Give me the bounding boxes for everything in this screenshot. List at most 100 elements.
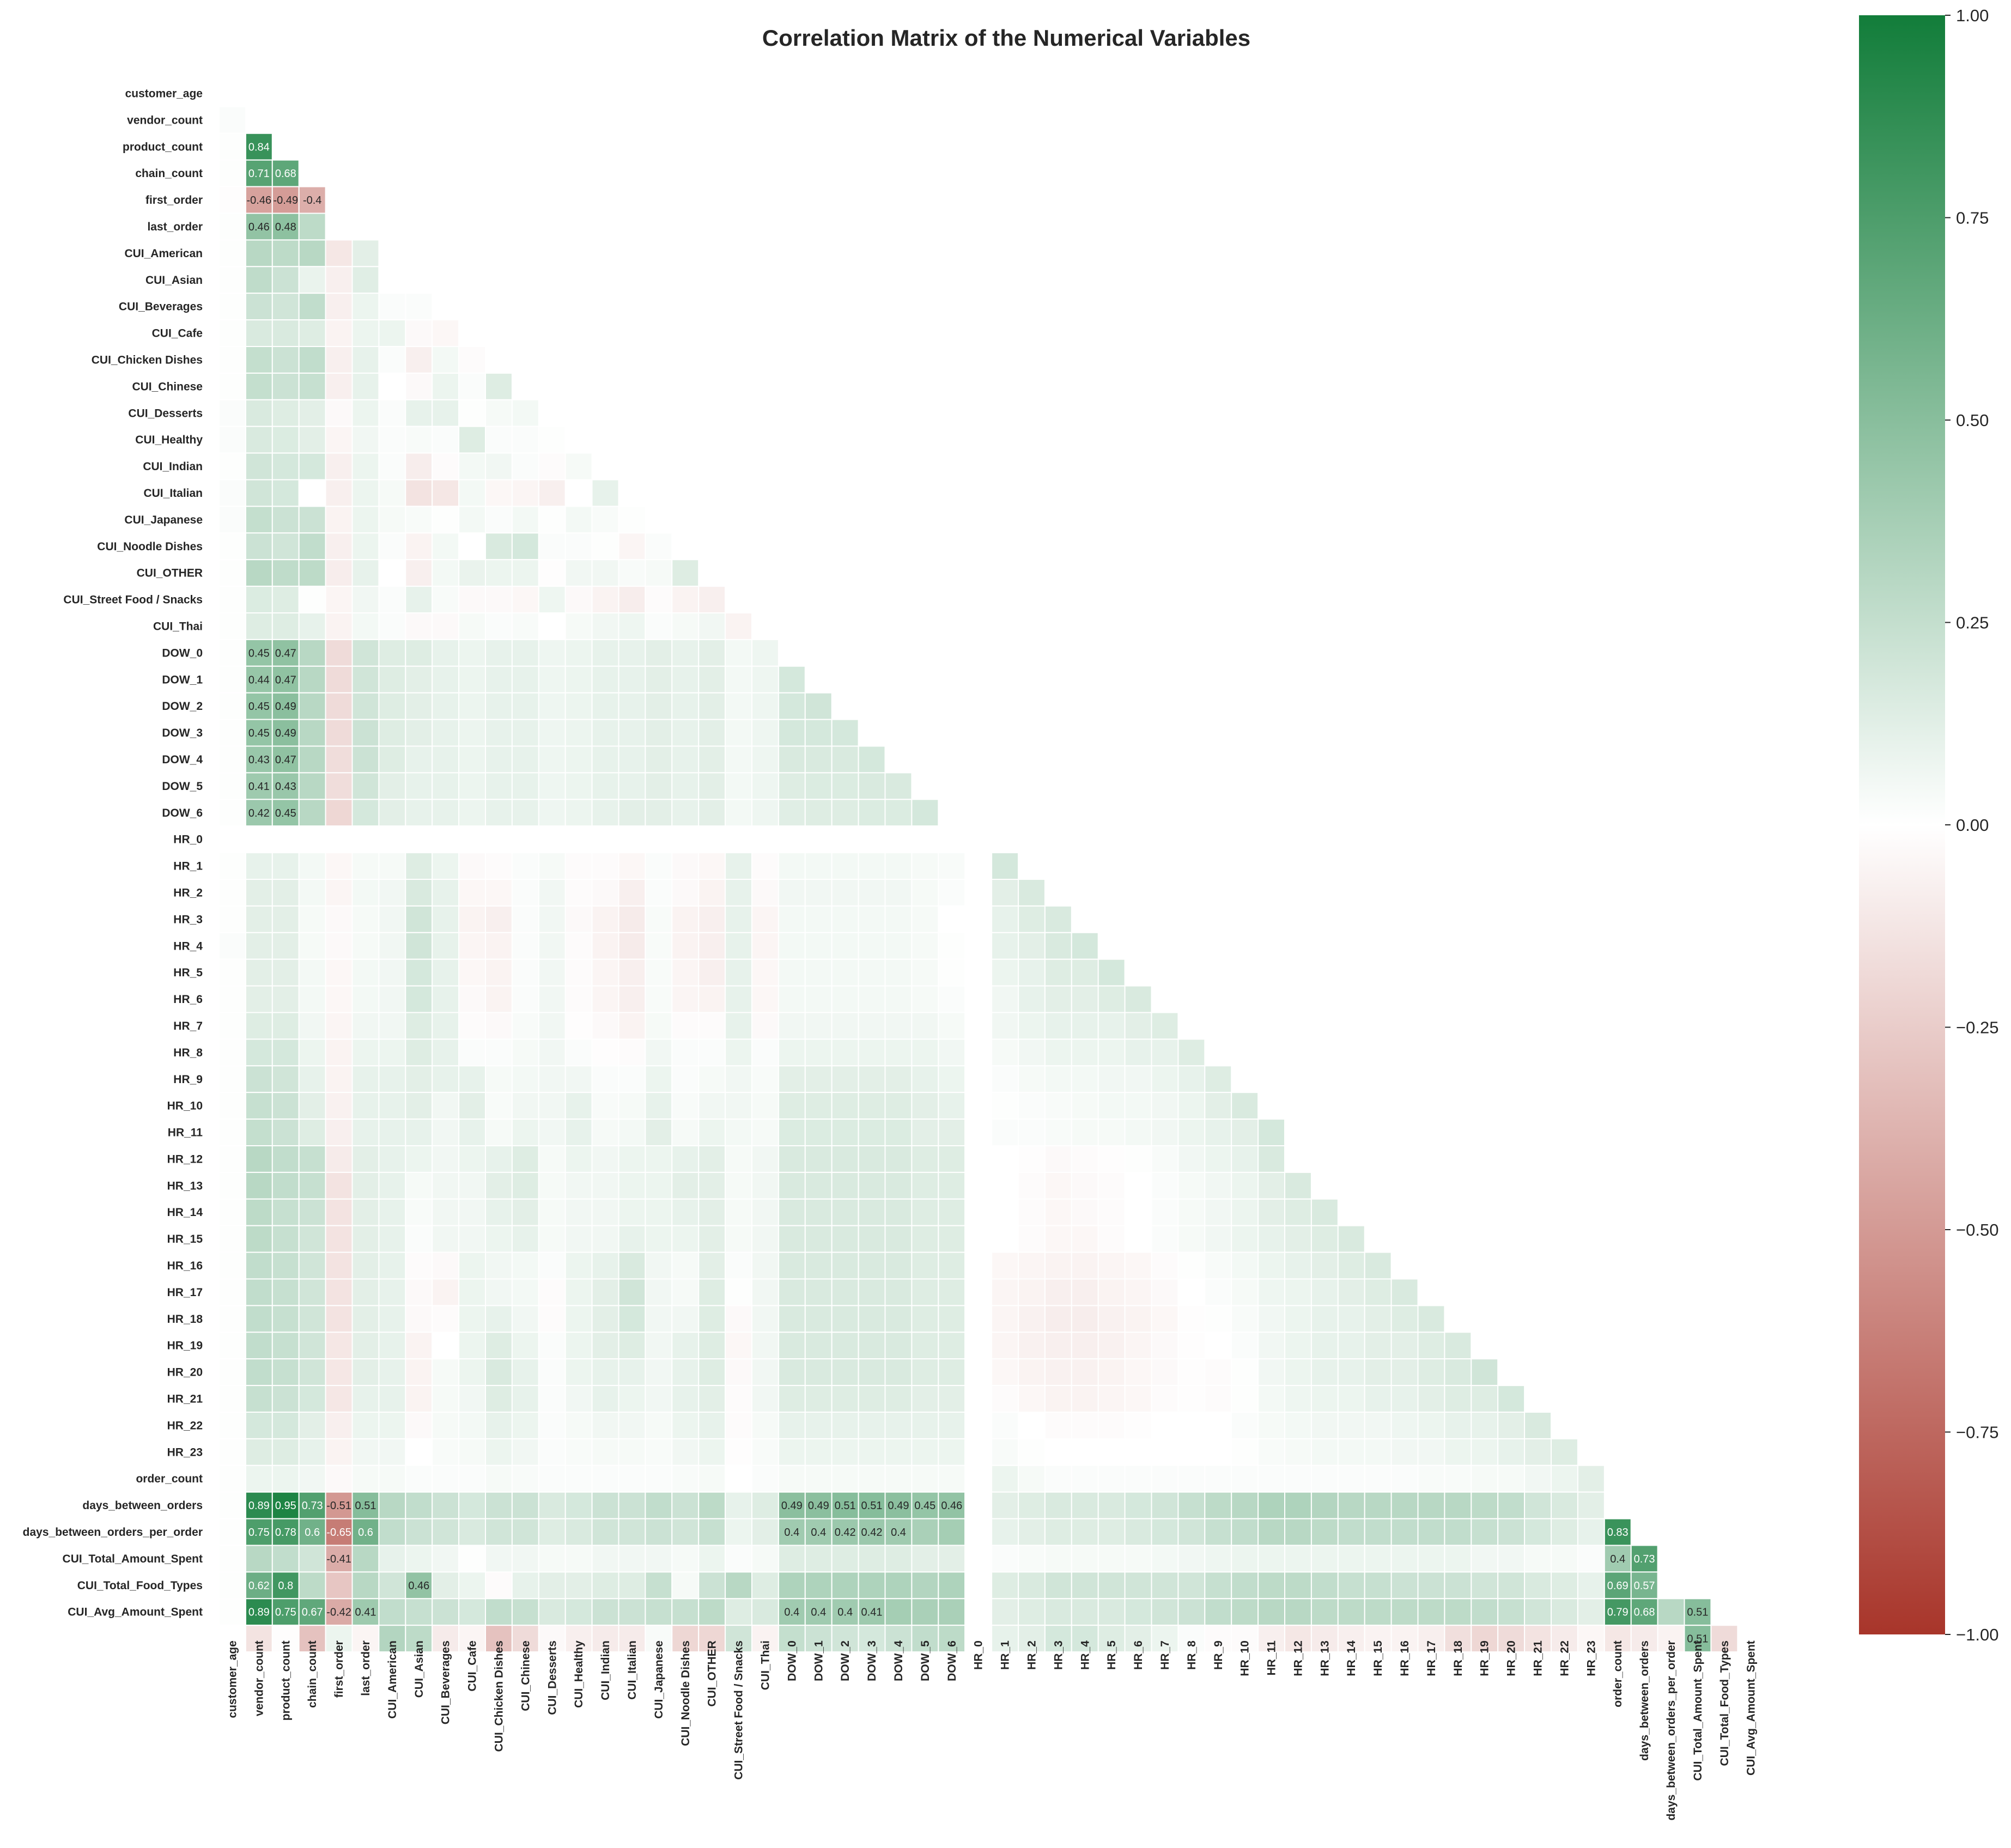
heatmap-cell-CUI_Avg_Amount_Spent-DOW_6 bbox=[938, 1598, 966, 1626]
heatmap-cell-HR_19-HR_15 bbox=[1364, 1332, 1392, 1360]
heatmap-cell-HR_23-HR_5 bbox=[1097, 1438, 1126, 1466]
heatmap-cell-HR_17-CUI_American bbox=[378, 1278, 406, 1306]
heatmap-cell-HR_7-HR_4 bbox=[1071, 1012, 1099, 1040]
heatmap-cell-order_count-HR_1 bbox=[991, 1464, 1019, 1493]
heatmap-cell-HR_20-last_order bbox=[351, 1358, 380, 1387]
cell-value-label: 0.68 bbox=[1634, 1607, 1655, 1619]
heatmap-cell-CUI_Noodle Dishes-CUI_Cafe bbox=[458, 532, 486, 561]
heatmap-cell-DOW_4-DOW_2 bbox=[831, 745, 859, 774]
heatmap-cell-HR_18-CUI_Chicken Dishes bbox=[485, 1305, 513, 1333]
row-label: HR_20 bbox=[167, 1366, 203, 1379]
heatmap-cell-HR_10-CUI_Chicken Dishes bbox=[485, 1092, 513, 1120]
column-label: HR_20 bbox=[1505, 1640, 1518, 1676]
heatmap-cell-HR_23-CUI_Japanese bbox=[645, 1438, 673, 1466]
heatmap-cell-HR_9-CUI_Asian bbox=[405, 1065, 433, 1093]
heatmap-cell-HR_13-HR_9 bbox=[1204, 1171, 1232, 1200]
heatmap-cell-HR_14-CUI_Beverages bbox=[432, 1198, 460, 1226]
heatmap-cell-CUI_Total_Amount_Spent-HR_20 bbox=[1497, 1545, 1526, 1573]
heatmap-cell-HR_8-chain_count bbox=[298, 1038, 326, 1067]
heatmap-cell-HR_22-HR_10 bbox=[1231, 1412, 1259, 1439]
row-label: CUI_Healthy bbox=[135, 434, 203, 446]
heatmap-cell-HR_13-CUI_American bbox=[378, 1171, 406, 1200]
heatmap-cell-HR_7-CUI_Healthy bbox=[564, 1012, 593, 1040]
heatmap-cell-HR_4-vendor_count bbox=[245, 932, 273, 960]
cell-value-label: -0.4 bbox=[303, 194, 321, 206]
cell-value-label: 0.49 bbox=[888, 1500, 909, 1512]
heatmap-cell-HR_20-HR_7 bbox=[1151, 1358, 1179, 1387]
heatmap-cell-days_between_orders-CUI_Asian bbox=[405, 1491, 433, 1519]
heatmap-cell-CUI_Cafe-CUI_Beverages bbox=[432, 319, 460, 347]
column-label: order_count bbox=[1612, 1640, 1624, 1707]
heatmap-cell-HR_0-CUI_Beverages bbox=[432, 825, 460, 854]
heatmap-cell-CUI_Indian-CUI_Asian bbox=[405, 452, 433, 481]
heatmap-cell-days_between_orders-CUI_Street Food / Snacks bbox=[725, 1491, 752, 1519]
heatmap-cell-HR_4-CUI_Chicken Dishes bbox=[485, 932, 513, 960]
heatmap-cell-HR_17-CUI_Healthy bbox=[564, 1278, 593, 1306]
heatmap-cell-DOW_5-CUI_Noodle Dishes bbox=[671, 772, 700, 800]
row-label: CUI_Street Food / Snacks bbox=[63, 594, 203, 606]
heatmap-cell-order_count-HR_5 bbox=[1097, 1464, 1126, 1493]
heatmap-cell-DOW_2-DOW_0 bbox=[777, 692, 806, 720]
heatmap-cell-HR_5-CUI_Indian bbox=[591, 958, 619, 987]
heatmap-cell-HR_23-HR_14 bbox=[1337, 1438, 1365, 1466]
column-label: CUI_Japanese bbox=[653, 1640, 665, 1719]
heatmap-cell-HR_21-CUI_Italian bbox=[618, 1385, 646, 1413]
heatmap-cell-HR_11-DOW_2 bbox=[831, 1118, 859, 1147]
heatmap-cell-CUI_Total_Amount_Spent-HR_10 bbox=[1231, 1545, 1259, 1573]
heatmap-cell-CUI_Total_Amount_Spent-DOW_1 bbox=[804, 1545, 833, 1573]
heatmap-cell-HR_21-DOW_0 bbox=[777, 1385, 806, 1413]
heatmap-cell-HR_6-DOW_3 bbox=[858, 985, 886, 1013]
heatmap-cell-CUI_Chinese-vendor_count bbox=[245, 372, 273, 400]
heatmap-cell-days_between_orders_per_order-DOW_6 bbox=[938, 1518, 966, 1546]
heatmap-cell-HR_17-last_order bbox=[351, 1278, 380, 1306]
heatmap-cell-CUI_Total_Food_Types-product_count bbox=[271, 1571, 300, 1600]
heatmap-cell-HR_22-HR_21 bbox=[1524, 1412, 1552, 1439]
heatmap-cell-HR_2-DOW_5 bbox=[911, 879, 939, 907]
heatmap-cell-HR_22-HR_19 bbox=[1471, 1412, 1499, 1439]
heatmap-cell-days_between_orders_per_order-HR_23 bbox=[1577, 1518, 1605, 1546]
heatmap-cell-HR_20-HR_13 bbox=[1310, 1358, 1339, 1387]
heatmap-cell-DOW_4-CUI_Beverages bbox=[432, 745, 460, 774]
heatmap-cell-DOW_4-CUI_Indian bbox=[591, 745, 619, 774]
cell-value-label: 0.49 bbox=[808, 1500, 829, 1512]
heatmap-cell-HR_20-HR_17 bbox=[1417, 1358, 1445, 1387]
heatmap-cell-HR_19-CUI_Asian bbox=[405, 1332, 433, 1360]
heatmap-cell-HR_8-product_count bbox=[271, 1038, 300, 1067]
heatmap-cell-HR_1-CUI_Italian bbox=[618, 852, 646, 880]
heatmap-cell-CUI_Total_Amount_Spent-HR_1 bbox=[991, 1545, 1019, 1573]
heatmap-cell-HR_19-customer_age bbox=[218, 1332, 246, 1360]
heatmap-cell-CUI_Beverages-customer_age bbox=[218, 293, 246, 321]
heatmap-cell-HR_15-CUI_Desserts bbox=[538, 1225, 566, 1253]
cell-value-label: 0.41 bbox=[861, 1607, 883, 1619]
heatmap-cell-HR_21-CUI_Noodle Dishes bbox=[671, 1385, 700, 1413]
heatmap-cell-CUI_Japanese-customer_age bbox=[218, 506, 246, 534]
column-label: DOW_3 bbox=[866, 1640, 878, 1681]
heatmap-cell-DOW_3-CUI_Healthy bbox=[564, 719, 593, 747]
heatmap-cell-undefined-HR_13 bbox=[1310, 1625, 1339, 1653]
heatmap-cell-HR_13-HR_11 bbox=[1257, 1171, 1286, 1200]
heatmap-cell-CUI_Total_Food_Types-chain_count bbox=[298, 1571, 326, 1600]
heatmap-cell-HR_12-CUI_American bbox=[378, 1145, 406, 1173]
heatmap-cell-DOW_4-DOW_3 bbox=[858, 745, 886, 774]
heatmap-cell-days_between_orders_per_order-CUI_Street Food / Snacks bbox=[725, 1518, 752, 1546]
heatmap-cell-HR_9-customer_age bbox=[218, 1065, 246, 1093]
heatmap-cell-CUI_Avg_Amount_Spent-HR_20 bbox=[1497, 1598, 1526, 1626]
heatmap-cell-days_between_orders_per_order-HR_15 bbox=[1364, 1518, 1392, 1546]
heatmap-cell-HR_5-customer_age bbox=[218, 958, 246, 987]
heatmap-cell-DOW_5-CUI_Japanese bbox=[645, 772, 673, 800]
heatmap-cell-DOW_4-chain_count bbox=[298, 745, 326, 774]
heatmap-cell-HR_13-chain_count bbox=[298, 1171, 326, 1200]
heatmap-cell-HR_13-CUI_Noodle Dishes bbox=[671, 1171, 700, 1200]
heatmap-cell-undefined-DOW_2 bbox=[831, 1625, 859, 1653]
column-label: DOW_6 bbox=[946, 1640, 958, 1681]
heatmap-cell-HR_11-DOW_6 bbox=[938, 1118, 966, 1147]
heatmap-cell-HR_5-CUI_Street Food / Snacks bbox=[725, 958, 752, 987]
heatmap-cell-HR_1-product_count bbox=[271, 852, 300, 880]
heatmap-cell-HR_4-CUI_Chinese bbox=[511, 932, 539, 960]
heatmap-cell-CUI_Street Food / Snacks-chain_count bbox=[298, 586, 326, 613]
heatmap-cell-order_count-HR_0 bbox=[964, 1464, 993, 1493]
heatmap-cell-HR_13-DOW_6 bbox=[938, 1171, 966, 1200]
heatmap-cell-HR_16-customer_age bbox=[218, 1251, 246, 1280]
cell-value-label: 0.8 bbox=[278, 1580, 293, 1592]
heatmap-cell-DOW_3-CUI_Street Food / Snacks bbox=[725, 719, 752, 747]
